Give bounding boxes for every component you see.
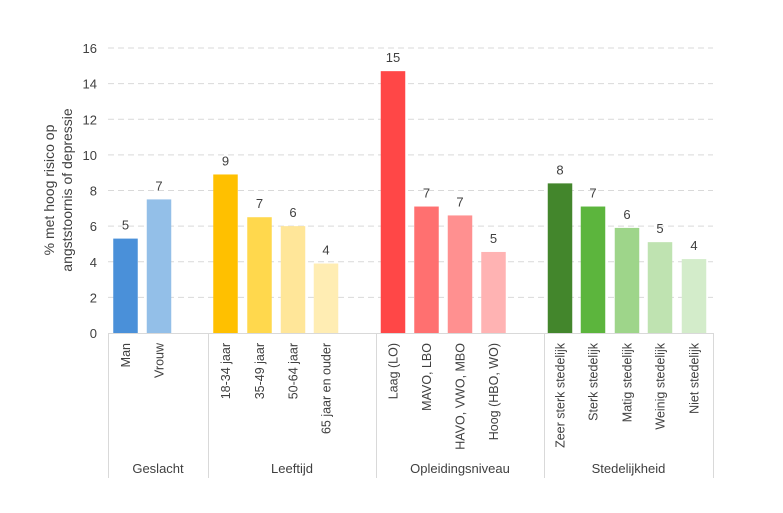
category-label: Matig stedelijk bbox=[621, 342, 635, 422]
data-label: 9 bbox=[222, 153, 229, 168]
y-tick-label: 14 bbox=[83, 77, 97, 92]
category-label: Weinig stedelijk bbox=[654, 342, 668, 429]
category-label: HAVO, VWO, MBO bbox=[454, 343, 468, 450]
group-label: Stedelijkheid bbox=[592, 461, 666, 476]
data-label: 6 bbox=[289, 205, 296, 220]
category-label: 35-49 jaar bbox=[253, 343, 267, 399]
category-label: 18-34 jaar bbox=[219, 343, 233, 399]
category-label: Man bbox=[119, 343, 133, 367]
y-tick-label: 4 bbox=[90, 255, 97, 270]
y-axis-title-line-1: % met hoog risico op bbox=[41, 124, 57, 255]
data-label: 7 bbox=[256, 196, 263, 211]
bar bbox=[380, 71, 406, 333]
bar bbox=[447, 215, 473, 333]
data-label: 15 bbox=[386, 50, 400, 65]
bar bbox=[580, 206, 606, 333]
y-tick-label: 0 bbox=[90, 326, 97, 341]
y-tick-label: 8 bbox=[90, 184, 97, 199]
y-tick-label: 12 bbox=[83, 112, 97, 127]
bar bbox=[614, 227, 640, 333]
gridlines bbox=[108, 47, 713, 298]
category-label: Hoog (HBO, WO) bbox=[487, 343, 501, 440]
data-label: 7 bbox=[423, 186, 430, 201]
bar bbox=[313, 263, 339, 333]
category-label: 50-64 jaar bbox=[287, 343, 301, 399]
data-label: 5 bbox=[656, 221, 663, 236]
bars bbox=[113, 71, 707, 333]
y-tick-label: 16 bbox=[83, 41, 97, 56]
bar bbox=[414, 206, 439, 333]
data-label: 7 bbox=[589, 186, 596, 201]
data-label: 5 bbox=[122, 218, 129, 233]
y-axis-title: % met hoog risico op angststoornis of de… bbox=[41, 108, 75, 272]
category-label: Sterk stedelijk bbox=[587, 342, 601, 421]
category-label: Vrouw bbox=[153, 342, 167, 378]
data-label: 5 bbox=[490, 231, 497, 246]
y-axis-ticks: 0 2 4 6 8 10 12 14 16 bbox=[83, 41, 97, 341]
category-label: 65 jaar en ouder bbox=[320, 343, 334, 434]
data-label: 7 bbox=[456, 194, 463, 209]
data-label: 6 bbox=[623, 207, 630, 222]
data-label: 4 bbox=[690, 238, 697, 253]
group-label: Opleidingsniveau bbox=[410, 461, 510, 476]
bar bbox=[213, 174, 238, 333]
bar bbox=[280, 226, 306, 333]
data-label: 7 bbox=[155, 178, 162, 193]
group-label: Leeftijd bbox=[271, 461, 313, 476]
category-label: MAVO, LBO bbox=[420, 343, 434, 411]
bar bbox=[481, 251, 506, 333]
bar bbox=[647, 242, 673, 333]
bar bbox=[113, 238, 138, 333]
category-label: Laag (LO) bbox=[387, 343, 401, 399]
data-labels: 5 7 9 7 6 4 15 7 7 5 8 7 6 5 4 bbox=[122, 50, 698, 257]
data-label: 4 bbox=[322, 243, 329, 258]
y-tick-label: 6 bbox=[90, 219, 97, 234]
y-tick-label: 10 bbox=[83, 148, 97, 163]
bar bbox=[681, 259, 707, 333]
group-label: Geslacht bbox=[132, 461, 184, 476]
category-axis: Geslacht Man Vrouw Leeftijd 18-34 jaar 35-49 … bbox=[108, 333, 714, 478]
data-label: 8 bbox=[556, 162, 563, 177]
category-label: Zeer sterk stedelijk bbox=[554, 342, 568, 448]
y-axis-title-line-2: angststoornis of depressie bbox=[59, 108, 75, 272]
category-label: Niet stedelijk bbox=[688, 342, 702, 414]
bar bbox=[247, 217, 272, 333]
bar bbox=[547, 183, 573, 333]
y-tick-label: 2 bbox=[90, 290, 97, 305]
bar bbox=[146, 199, 172, 333]
